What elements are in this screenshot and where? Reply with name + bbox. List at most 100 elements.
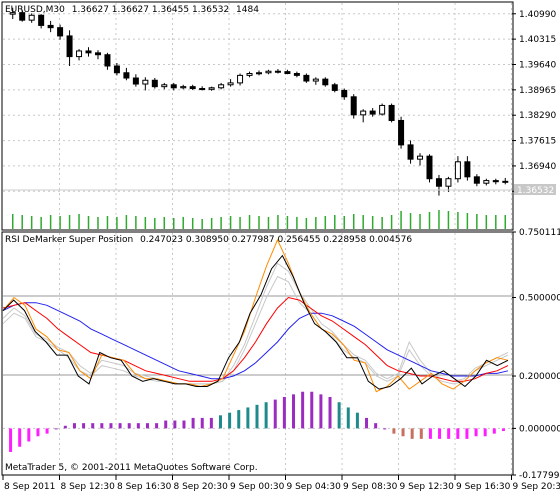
indicator-tick-label: 0.000000 [519, 424, 560, 434]
histogram-bar [72, 423, 76, 429]
histogram-bar [410, 428, 414, 439]
bear-candle-body [426, 155, 433, 180]
bull-candle-body [9, 12, 16, 15]
histogram-bar [483, 428, 487, 437]
indicator-header: RSI DeMarker Super Position 0.247023 0.3… [5, 235, 412, 245]
bear-candle-body [398, 119, 405, 146]
histogram-bar [136, 423, 140, 429]
main-chart-frame[interactable] [1, 1, 514, 231]
time-axis[interactable]: 8 Sep 2011 8 Sep 12:30 8 Sep 16:30 8 Sep 20… [2, 475, 560, 492]
bear-candle-body [350, 96, 357, 116]
time-tick-label: 9 Sep 16:30 [456, 482, 511, 492]
time-tick-label: 8 Sep 16:30 [117, 482, 172, 492]
price-tick-label: 1.38290 [519, 111, 556, 121]
indicator-line-orange [2, 238, 509, 393]
candle [161, 82, 168, 90]
histogram-bar [492, 428, 496, 434]
bull-candle-body [502, 180, 509, 183]
bear-candle-body [284, 71, 291, 75]
indicator-lines [2, 238, 509, 393]
bear-candle-body [464, 161, 471, 178]
current-price-label: 1.36532 [517, 186, 554, 196]
bear-candle-body [19, 12, 26, 21]
histogram-bar [428, 428, 432, 439]
ohlc-values: 1.36627 1.36627 1.36455 1.36532 [72, 5, 229, 15]
indicator-line-black [2, 254, 509, 390]
time-tick-label: 9 Sep 12:30 [400, 482, 455, 492]
bear-candle-body [388, 104, 395, 121]
histogram-bar [237, 410, 241, 429]
price-axis[interactable]: 1.40990 1.40315 1.39640 1.38965 1.38290 1.376… [512, 10, 556, 198]
indicator-frame[interactable] [1, 231, 514, 476]
candle [284, 69, 291, 75]
histogram-bar [456, 428, 460, 439]
candle [341, 88, 348, 100]
candle [473, 174, 480, 187]
indicator-axis[interactable]: 0.750111 0.500000 0.200000 0.000000 -0.17799… [512, 228, 560, 481]
histogram-bar [173, 420, 177, 429]
histogram-bar [218, 415, 222, 429]
histogram-bar [45, 428, 49, 434]
bear-candle-body [66, 35, 73, 58]
histogram-bar [164, 420, 168, 429]
candle [85, 47, 92, 57]
indicator-tick-label: 0.750111 [519, 228, 560, 238]
indicator-line-gray-2 [2, 262, 509, 385]
candle [483, 178, 490, 186]
candle [237, 73, 244, 86]
indicator-line-red [2, 296, 509, 382]
price-tick-label: 1.36940 [519, 162, 556, 172]
bear-candle-body [274, 70, 281, 73]
bull-candle-body [417, 155, 424, 160]
bear-candle-body [104, 54, 111, 67]
bear-candle-body [303, 74, 310, 82]
candle [331, 82, 338, 93]
candle [265, 69, 272, 75]
bull-candle-body [256, 72, 262, 75]
indicator-histogram [9, 391, 505, 452]
symbol-timeframe: EURUSD,M30 [5, 5, 65, 15]
histogram-bar [346, 407, 350, 429]
histogram-bar [9, 428, 13, 452]
candle [464, 156, 471, 181]
time-tick-label: 8 Sep 12:30 [61, 482, 116, 492]
histogram-bar [292, 394, 296, 429]
bear-candle-body [293, 73, 300, 76]
volume-value: 1484 [236, 5, 259, 15]
histogram-bar [100, 423, 104, 429]
candle [66, 30, 73, 66]
price-tick-label: 1.38965 [519, 86, 556, 96]
histogram-bar [447, 428, 451, 439]
histogram-bar [109, 423, 113, 429]
bull-candle-body [142, 79, 149, 85]
bull-candle-body [208, 87, 215, 90]
histogram-bar [191, 417, 195, 429]
candle [303, 73, 310, 83]
histogram-bar [27, 428, 31, 442]
indicator-values: 0.247023 0.308950 0.277987 0.256455 0.22… [140, 235, 412, 245]
candle [47, 20, 54, 33]
bear-candle-body [170, 84, 177, 89]
candle [19, 9, 26, 22]
bear-candle-body [151, 79, 158, 88]
histogram-bar [228, 412, 232, 429]
histogram-bar [374, 423, 378, 429]
bull-candle-body [76, 50, 83, 58]
candle [388, 103, 395, 123]
candle [113, 62, 120, 76]
histogram-bar [355, 412, 359, 429]
bear-candle-body [473, 176, 480, 184]
bull-candle-body [483, 180, 490, 184]
histogram-bar [319, 394, 323, 429]
candle [379, 103, 386, 116]
histogram-bar [328, 396, 332, 429]
candle [218, 82, 225, 90]
histogram-bar [246, 407, 250, 429]
time-tick-label: 9 Sep 20:30 [513, 482, 560, 492]
time-tick-label: 9 Sep 00:30 [230, 482, 285, 492]
time-tick-label: 9 Sep 04:30 [287, 482, 342, 492]
bull-candle-body [28, 14, 35, 21]
indicator-grid [3, 233, 512, 474]
candlestick-series [9, 7, 509, 196]
